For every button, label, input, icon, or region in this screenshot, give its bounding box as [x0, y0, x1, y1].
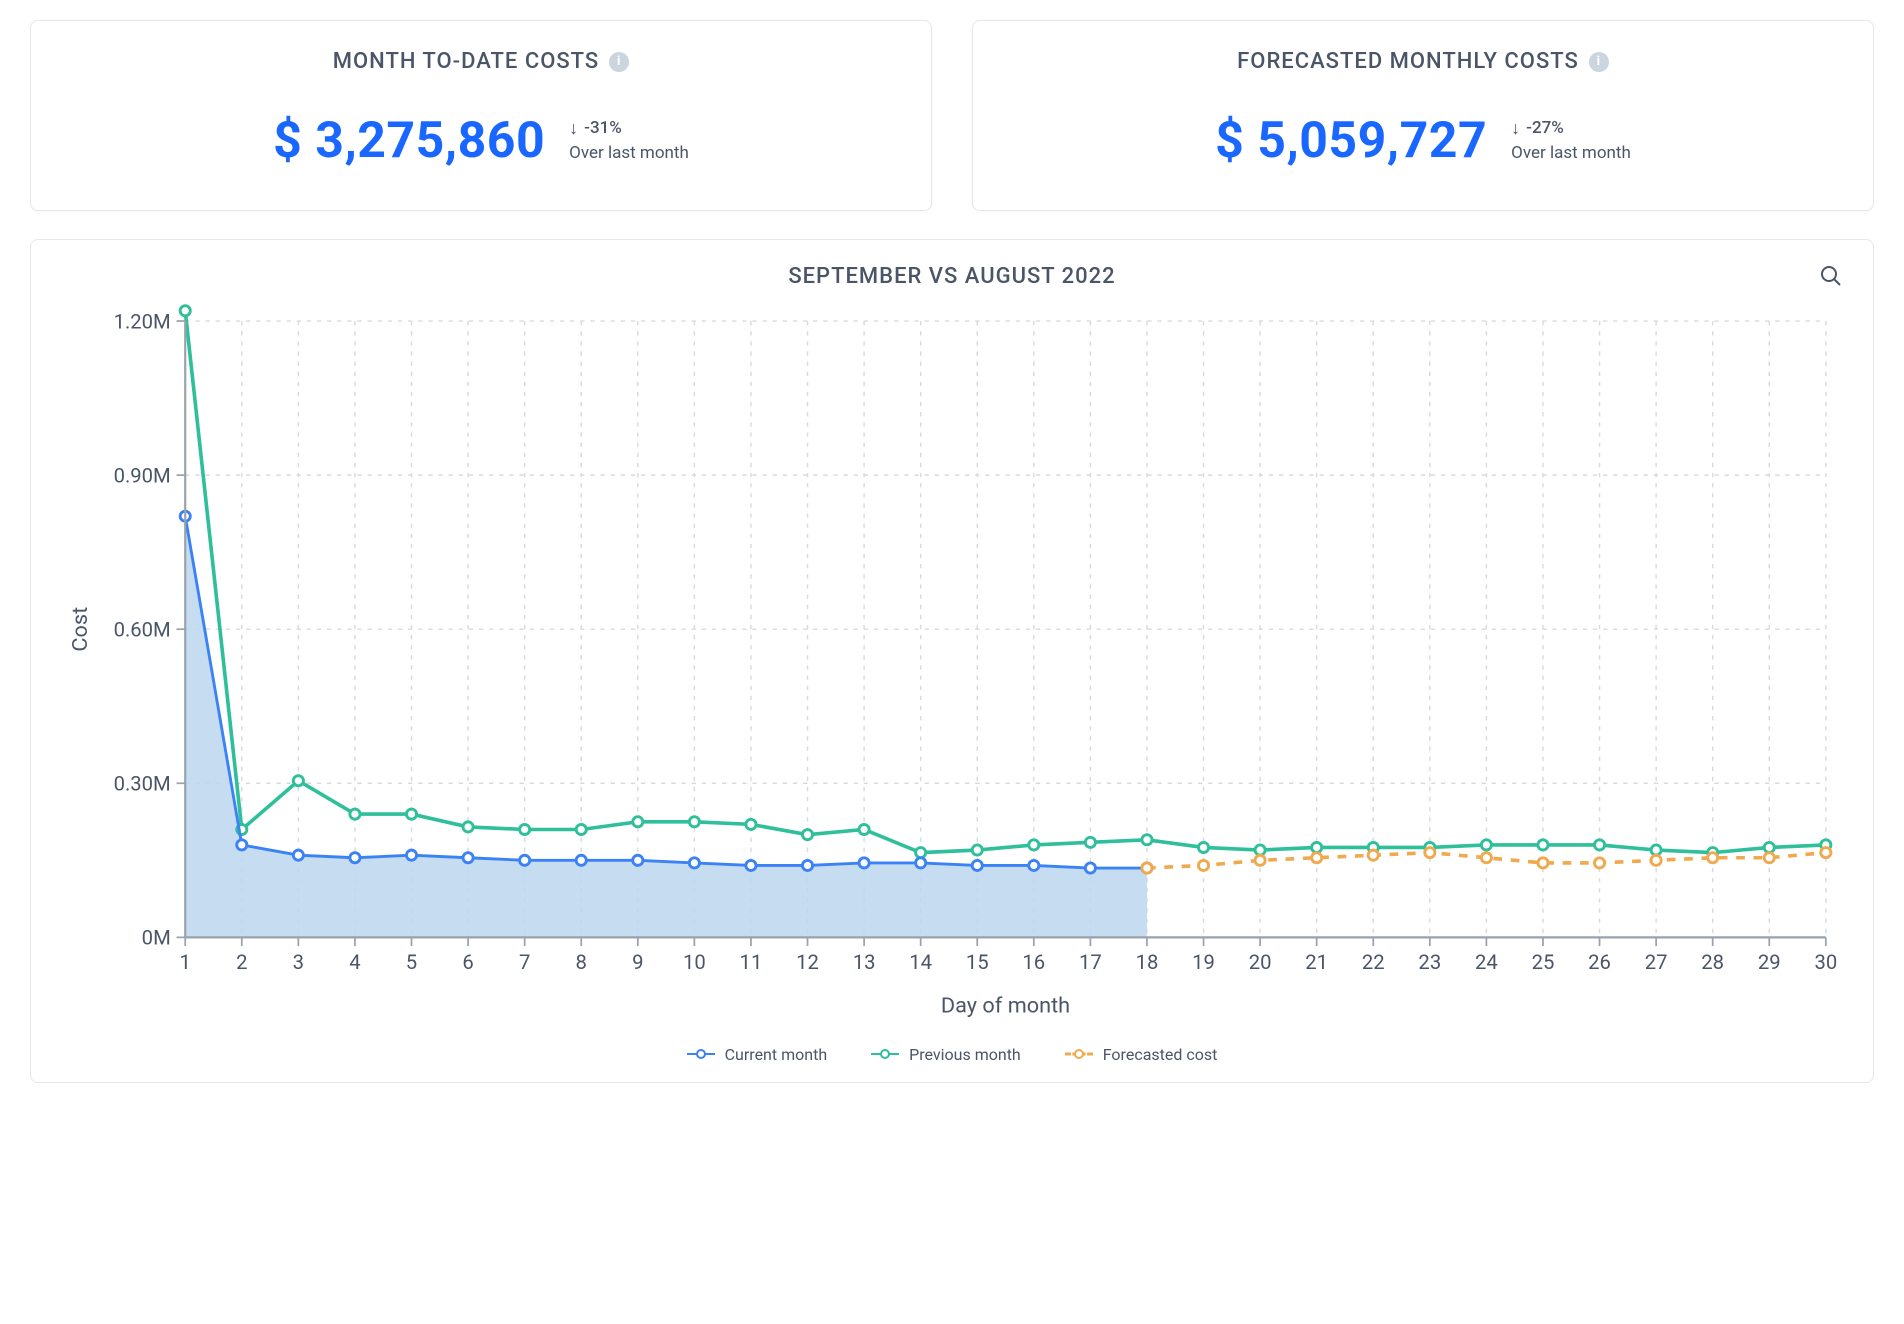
arrow-down-icon: ↓	[1511, 120, 1520, 138]
svg-text:3: 3	[293, 950, 304, 974]
svg-text:5: 5	[406, 950, 417, 974]
svg-text:8: 8	[576, 950, 587, 974]
mtd-delta-pct-row: ↓ -31%	[569, 116, 689, 141]
svg-text:10: 10	[683, 950, 706, 974]
svg-text:7: 7	[519, 950, 530, 974]
svg-text:30: 30	[1814, 950, 1837, 974]
forecast-card-title: FORECASTED MONTHLY COSTS i	[1003, 49, 1843, 74]
svg-text:Day of month: Day of month	[941, 994, 1070, 1019]
legend-item-forecast[interactable]: Forecasted cost	[1065, 1045, 1218, 1064]
svg-text:20: 20	[1249, 950, 1272, 974]
mtd-delta-pct: -31%	[584, 116, 622, 141]
info-icon[interactable]: i	[609, 52, 629, 72]
svg-text:15: 15	[966, 950, 989, 974]
mtd-title-text: MONTH TO-DATE COSTS	[333, 49, 599, 74]
svg-text:4: 4	[349, 950, 360, 974]
svg-text:Cost: Cost	[68, 607, 93, 652]
forecast-delta-caption: Over last month	[1511, 141, 1631, 166]
chart-card: SEPTEMBER VS AUGUST 2022 0M 0.30M 0.60M 0.9…	[30, 239, 1874, 1083]
svg-text:29: 29	[1758, 950, 1781, 974]
svg-text:12: 12	[796, 950, 819, 974]
forecast-card-body: $ 5,059,727 ↓ -27% Over last month	[1003, 112, 1843, 170]
svg-text:2: 2	[236, 950, 247, 974]
legend-label: Forecasted cost	[1103, 1045, 1218, 1064]
svg-text:0.90M: 0.90M	[114, 463, 171, 487]
svg-text:13: 13	[853, 950, 876, 974]
svg-text:6: 6	[462, 950, 473, 974]
info-icon[interactable]: i	[1589, 52, 1609, 72]
mtd-card-body: $ 3,275,860 ↓ -31% Over last month	[61, 112, 901, 170]
forecast-card: FORECASTED MONTHLY COSTS i $ 5,059,727 ↓…	[972, 20, 1874, 211]
legend-label: Current month	[725, 1045, 828, 1064]
svg-text:22: 22	[1362, 950, 1385, 974]
svg-text:9: 9	[632, 950, 643, 974]
svg-text:11: 11	[740, 950, 763, 974]
svg-text:21: 21	[1305, 950, 1328, 974]
svg-text:23: 23	[1418, 950, 1441, 974]
svg-text:18: 18	[1136, 950, 1159, 974]
legend-item-previous[interactable]: Previous month	[871, 1045, 1021, 1064]
svg-text:19: 19	[1192, 950, 1215, 974]
mtd-card-title: MONTH TO-DATE COSTS i	[61, 49, 901, 74]
svg-text:25: 25	[1532, 950, 1555, 974]
summary-cards: MONTH TO-DATE COSTS i $ 3,275,860 ↓ -31%…	[30, 20, 1874, 211]
chart-title: SEPTEMBER VS AUGUST 2022	[788, 264, 1115, 289]
legend-label: Previous month	[909, 1045, 1021, 1064]
forecast-delta-pct: -27%	[1526, 116, 1564, 141]
mtd-delta-caption: Over last month	[569, 141, 689, 166]
svg-text:0.30M: 0.30M	[114, 772, 171, 796]
svg-text:26: 26	[1588, 950, 1611, 974]
svg-text:16: 16	[1022, 950, 1045, 974]
mtd-delta: ↓ -31% Over last month	[569, 116, 689, 165]
arrow-down-icon: ↓	[569, 120, 578, 138]
svg-text:1.20M: 1.20M	[114, 309, 171, 333]
chart-header: SEPTEMBER VS AUGUST 2022	[55, 264, 1849, 289]
svg-text:0.60M: 0.60M	[114, 617, 171, 641]
svg-text:24: 24	[1475, 950, 1498, 974]
chart-svg: 0M0.30M0.60M0.90M1.20M123456789101112131…	[55, 295, 1849, 1033]
legend-item-current[interactable]: Current month	[687, 1045, 828, 1064]
forecast-delta: ↓ -27% Over last month	[1511, 116, 1631, 165]
chart-plot: 0M0.30M0.60M0.90M1.20M123456789101112131…	[55, 295, 1849, 1033]
search-icon[interactable]	[1817, 264, 1845, 292]
svg-text:27: 27	[1645, 950, 1668, 974]
svg-text:14: 14	[909, 950, 932, 974]
forecast-delta-pct-row: ↓ -27%	[1511, 116, 1631, 141]
chart-legend: Current month Previous month Forecasted co…	[55, 1045, 1849, 1064]
svg-text:17: 17	[1079, 950, 1102, 974]
mtd-value: $ 3,275,860	[273, 112, 545, 170]
forecast-title-text: FORECASTED MONTHLY COSTS	[1237, 49, 1579, 74]
svg-text:1: 1	[180, 950, 191, 974]
svg-text:0M: 0M	[142, 926, 171, 950]
forecast-value: $ 5,059,727	[1215, 112, 1487, 170]
mtd-card: MONTH TO-DATE COSTS i $ 3,275,860 ↓ -31%…	[30, 20, 932, 211]
svg-text:28: 28	[1701, 950, 1724, 974]
